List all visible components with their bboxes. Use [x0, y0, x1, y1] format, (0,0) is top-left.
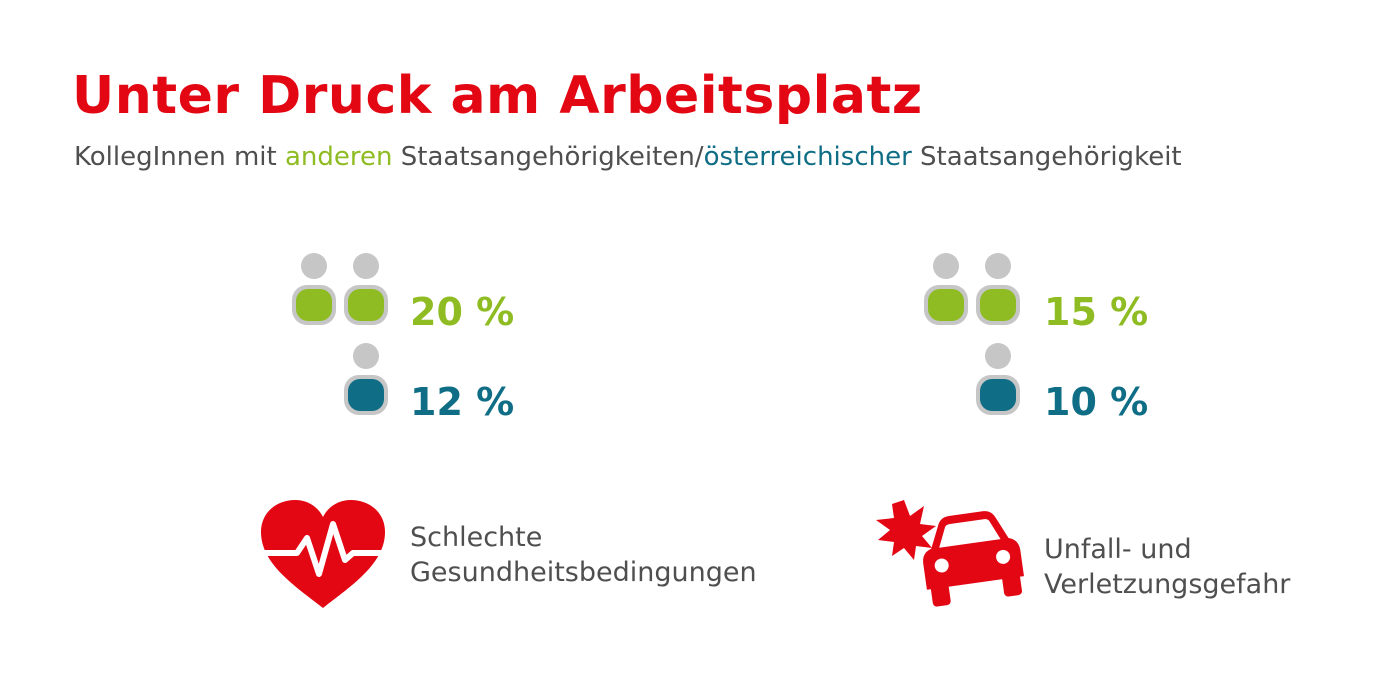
- person-icon-other-1: [292, 253, 336, 325]
- caption-accident-line-2: Verletzungsgefahr: [1044, 569, 1291, 600]
- page-subtitle: KollegInnen mit anderen Staatsangehörigk…: [74, 142, 1182, 172]
- percent-label-health-other: 20 %: [410, 290, 515, 334]
- person-icon-other-4: [976, 253, 1020, 325]
- person-icon-other-2: [344, 253, 388, 325]
- percent-label-accident-austrian: 10 %: [1044, 380, 1149, 424]
- caption-health-line-1: Schlechte: [410, 522, 543, 553]
- caption-health-line-2: Gesundheitsbedingungen: [410, 557, 757, 588]
- caption-accident: Unfall- und Verletzungsgefahr: [1044, 532, 1290, 602]
- subtitle-part-2: Staatsangehörigkeiten/: [392, 142, 704, 172]
- caption-accident-line-1: Unfall- und: [1044, 534, 1192, 565]
- person-icon-austrian: [344, 343, 388, 415]
- person-icon-other-3: [924, 253, 968, 325]
- heart-pulse-icon: [255, 500, 391, 608]
- page-title: Unter Druck am Arbeitsplatz: [72, 66, 923, 126]
- percent-label-accident-other: 15 %: [1044, 290, 1149, 334]
- subtitle-highlight-other: anderen: [284, 142, 393, 172]
- subtitle-part-1: KollegInnen mit: [74, 142, 285, 172]
- subtitle-highlight-austrian: österreichischer: [703, 142, 912, 172]
- car-crash-icon: [876, 500, 1024, 607]
- subtitle-part-3: Staatsangehörigkeit: [911, 142, 1182, 172]
- person-icon-austrian-2: [976, 343, 1020, 415]
- percent-label-health-austrian: 12 %: [410, 380, 515, 424]
- caption-health: Schlechte Gesundheitsbedingungen: [410, 520, 757, 590]
